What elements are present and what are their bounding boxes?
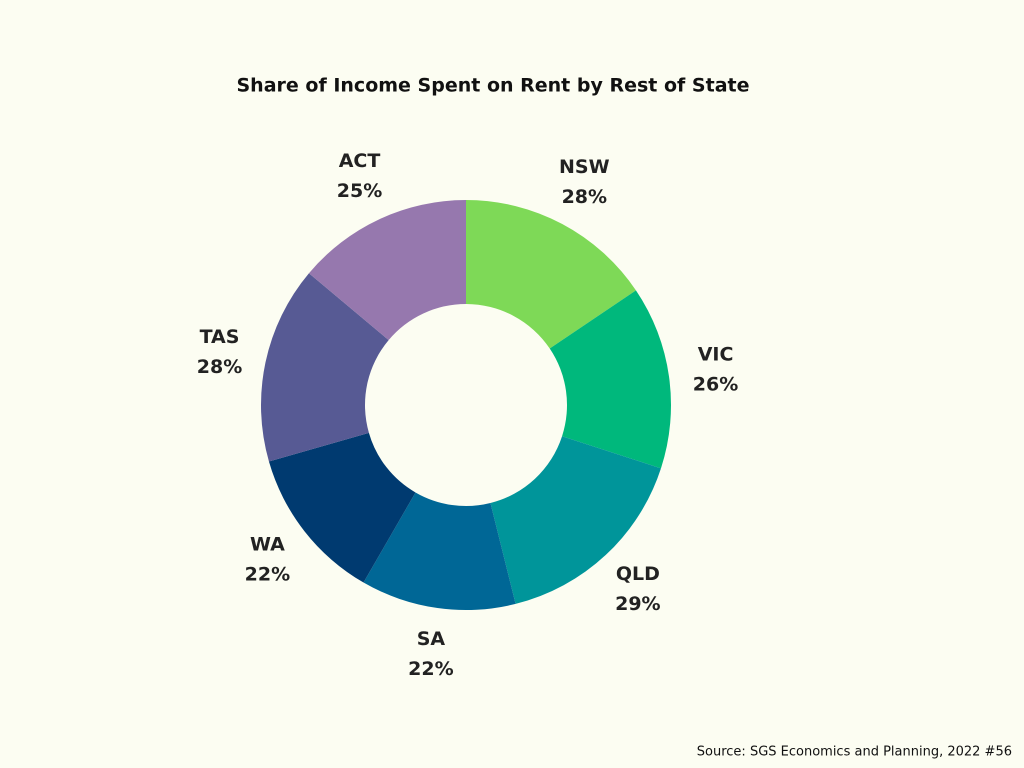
donut-slice xyxy=(466,200,636,349)
slice-category-label: NSW xyxy=(559,156,610,178)
slice-category-label: ACT xyxy=(339,150,381,172)
slice-category-label: WA xyxy=(250,534,285,556)
donut-slice xyxy=(260,273,389,462)
chart-title: Share of Income Spent on Rent by Rest of… xyxy=(237,75,750,97)
donut-slice xyxy=(490,436,661,604)
slice-value-label: 26% xyxy=(693,373,738,395)
slice-value-label: 25% xyxy=(337,180,382,202)
donut-slice xyxy=(549,290,671,469)
slice-category-label: TAS xyxy=(200,326,240,348)
slice-value-label: 28% xyxy=(562,186,607,208)
slice-value-label: 29% xyxy=(615,593,660,615)
donut-slice xyxy=(268,432,416,583)
slice-value-label: 22% xyxy=(245,564,290,586)
slice-category-label: VIC xyxy=(698,343,734,365)
donut-slice xyxy=(308,200,466,341)
slice-value-label: 22% xyxy=(408,658,453,680)
slice-category-label: QLD xyxy=(616,563,660,585)
donut-slice xyxy=(363,492,516,610)
slice-category-label: SA xyxy=(417,628,446,650)
source-note: Source: SGS Economics and Planning, 2022… xyxy=(697,745,1012,760)
slice-value-label: 28% xyxy=(197,356,242,378)
